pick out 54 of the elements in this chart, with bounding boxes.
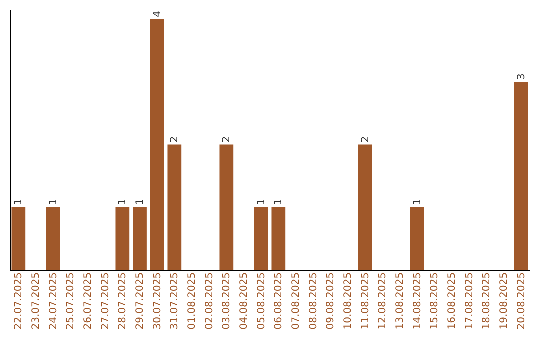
x-tick-label: 28.07.2025: [118, 272, 129, 330]
x-tick-label: 27.07.2025: [100, 272, 112, 330]
x-tick-label: 06.08.2025: [274, 272, 285, 330]
bar: [150, 19, 164, 270]
x-tick-label: 01.08.2025: [187, 272, 198, 330]
data-label: 1: [274, 198, 285, 206]
bar: [133, 207, 147, 270]
data-label: 1: [48, 198, 60, 206]
x-tick-label: 25.07.2025: [66, 272, 77, 330]
bar: [410, 207, 424, 270]
data-label: 1: [135, 198, 146, 206]
bar: [272, 207, 286, 270]
bar: [220, 144, 234, 270]
x-tick-label: 10.08.2025: [343, 272, 354, 330]
bar: [254, 207, 268, 270]
x-tick-label: 20.08.2025: [516, 272, 528, 330]
data-label: 2: [170, 136, 181, 143]
x-tick-label: 05.08.2025: [256, 272, 268, 330]
x-tick-label: 07.08.2025: [291, 272, 302, 330]
bar: [514, 82, 528, 270]
data-label: 2: [360, 136, 372, 143]
x-tick-label: 15.08.2025: [430, 272, 441, 330]
x-tick-label: 12.08.2025: [378, 272, 389, 330]
bar: [358, 144, 372, 270]
data-label: 1: [412, 198, 424, 206]
data-label: 3: [516, 74, 528, 80]
x-tick-label: 26.07.2025: [83, 272, 94, 330]
data-label: 2: [222, 136, 233, 143]
x-tick-label: 13.08.2025: [395, 272, 406, 330]
x-tick-label: 18.08.2025: [482, 272, 493, 330]
x-tick-label: 24.07.2025: [48, 272, 60, 330]
data-label: 1: [14, 198, 25, 206]
x-tick-label: 23.07.2025: [31, 272, 42, 330]
x-tick-label: 19.08.2025: [499, 272, 510, 330]
x-tick-label: 11.08.2025: [360, 272, 372, 330]
x-tick-label: 09.08.2025: [326, 272, 337, 330]
data-label: 1: [256, 198, 268, 206]
data-label: 1: [118, 198, 129, 206]
x-tick-label: 04.08.2025: [239, 272, 250, 330]
x-tick-label: 14.08.2025: [412, 272, 424, 330]
x-tick-label: 22.07.2025: [14, 272, 25, 330]
x-tick-label: 30.07.2025: [152, 272, 164, 330]
x-tick-label: 16.08.2025: [447, 272, 458, 330]
bar: [46, 207, 60, 270]
x-tick-label: 17.08.2025: [464, 272, 476, 330]
x-tick-label: 02.08.2025: [204, 272, 216, 330]
x-tick-label: 03.08.2025: [222, 272, 233, 330]
x-tick-label: 08.08.2025: [308, 272, 320, 330]
x-tick-label: 29.07.2025: [135, 272, 146, 330]
bar: [116, 207, 130, 270]
x-tick-label: 31.07.2025: [170, 272, 181, 330]
bar: [168, 144, 182, 270]
data-label: 4: [152, 11, 164, 18]
bar: [12, 207, 26, 270]
